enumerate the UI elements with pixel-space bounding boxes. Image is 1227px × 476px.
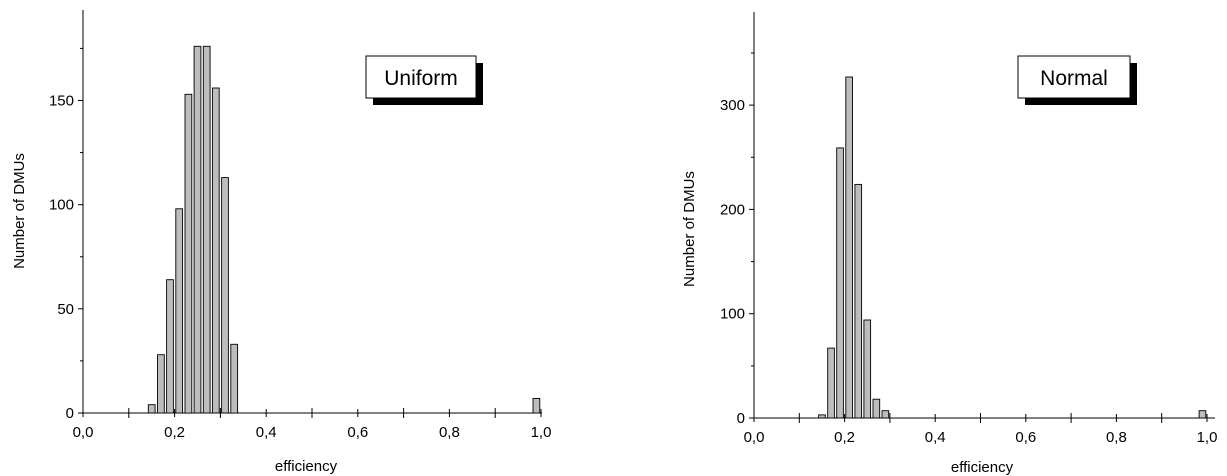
- x-tick-label: 0,2: [834, 429, 855, 446]
- y-tick-label: 200: [720, 201, 745, 218]
- histogram-bar: [827, 347, 835, 419]
- y-tick-label: 100: [720, 306, 745, 323]
- legend-box-normal: Normal: [1017, 55, 1137, 105]
- x-tick-label: 0,2: [164, 424, 185, 441]
- x-tick-label: 0,4: [256, 424, 277, 441]
- x-axis-title: efficiency: [275, 458, 338, 475]
- legend-frame: [365, 55, 477, 99]
- y-ticks-uniform: 0 50 100 150: [49, 47, 83, 422]
- bar-group-normal: [818, 76, 1207, 419]
- legend-label: Normal: [1040, 67, 1108, 90]
- histogram-bar: [221, 177, 229, 414]
- histogram-bar: [175, 208, 184, 414]
- histogram-bar: [881, 410, 890, 419]
- legend-frame: [1017, 55, 1131, 99]
- histogram-bar: [147, 404, 156, 414]
- y-axis-title: Number of DMUs: [11, 153, 28, 269]
- x-tick-label: 1,0: [1197, 429, 1218, 446]
- y-tick-label: 0: [66, 405, 74, 422]
- x-tick-label: 0,6: [347, 424, 368, 441]
- histogram-bar: [872, 398, 881, 419]
- y-ticks-normal: 0 100 200 300: [720, 52, 754, 427]
- y-tick-label: 150: [49, 93, 74, 110]
- y-tick-label: 0: [737, 410, 745, 427]
- y-axis-title: Number of DMUs: [681, 171, 698, 287]
- x-tick-label: 0,6: [1015, 429, 1036, 446]
- x-tick-label: 0,4: [925, 429, 946, 446]
- legend-box-uniform: Uniform: [365, 55, 483, 105]
- histogram-bar: [193, 45, 202, 414]
- bar-group-uniform: [147, 45, 541, 414]
- histogram-bar: [230, 343, 239, 414]
- histogram-bar: [532, 397, 541, 414]
- histogram-bar: [836, 147, 844, 419]
- histogram-bar: [184, 93, 193, 414]
- histogram-bar: [166, 279, 174, 414]
- x-tick-label: 0,0: [744, 429, 765, 446]
- x-tick-label: 0,8: [1106, 429, 1127, 446]
- chart-normal: 0,0 0,2 0,4 0,6 0,8 1,0 0 100 200 300 efficiency…: [681, 12, 1217, 476]
- histogram-bar: [202, 45, 211, 414]
- x-tick-label: 0,0: [73, 424, 94, 441]
- histogram-bar: [1198, 410, 1207, 419]
- histogram-bar: [211, 87, 220, 414]
- x-axis-title: efficiency: [951, 459, 1014, 476]
- y-tick-label: 300: [720, 97, 745, 114]
- histogram-bar: [854, 183, 863, 419]
- legend-label: Uniform: [384, 67, 458, 90]
- histogram-bar: [818, 414, 826, 419]
- x-ticks-normal: 0,0 0,2 0,4 0,6 0,8 1,0: [744, 413, 1218, 446]
- histogram-bar: [845, 76, 853, 419]
- histogram-bar: [157, 354, 165, 414]
- x-tick-label: 0,8: [439, 424, 460, 441]
- y-tick-label: 50: [57, 301, 74, 318]
- y-tick-label: 100: [49, 197, 74, 214]
- x-tick-label: 1,0: [531, 424, 552, 441]
- histogram-bar: [863, 319, 872, 419]
- x-ticks-uniform: 0,0 0,2 0,4 0,6 0,8 1,0: [73, 408, 552, 441]
